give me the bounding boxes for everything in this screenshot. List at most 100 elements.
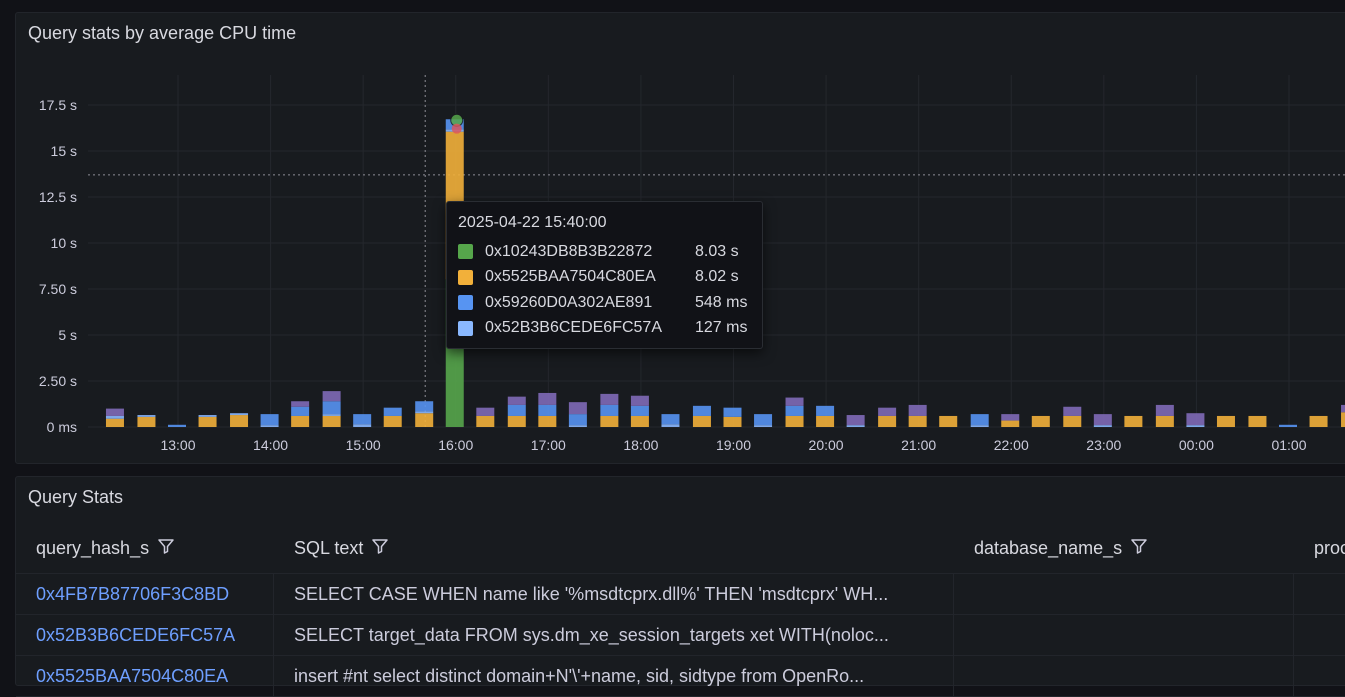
bar-segment <box>785 415 804 427</box>
tooltip-row: 0x10243DB8B3B22872 8.03 s <box>458 239 751 265</box>
bar-segment <box>322 401 341 415</box>
series-name: 0x59260D0A302AE891 <box>485 293 653 311</box>
table-row[interactable]: 0x4FB7B87706F3C8BD SELECT CASE WHEN name… <box>16 574 1345 615</box>
bar-segment <box>230 413 249 416</box>
y-tick-label: 0 ms <box>47 419 77 435</box>
bar-segment <box>846 415 865 426</box>
query-hash-link[interactable]: 0x5525BAA7504C80EA <box>16 656 274 696</box>
bar-segment <box>415 401 434 412</box>
bar-segment <box>600 415 619 427</box>
bar-segment <box>415 411 434 414</box>
series-name: 0x10243DB8B3B22872 <box>485 242 653 260</box>
tooltip-row: 0x5525BAA7504C80EA 8.02 s <box>458 265 751 291</box>
bar-segment <box>878 415 897 427</box>
chart-tooltip: 2025-04-22 15:40:00 0x10243DB8B3B22872 8… <box>446 201 763 349</box>
bar-segment <box>476 415 495 427</box>
bar-segment <box>1186 413 1205 426</box>
bar-segment <box>630 415 649 427</box>
panel-title: Query Stats <box>28 487 124 507</box>
column-header-label: query_hash_s <box>36 537 150 558</box>
bar-segment <box>754 425 773 427</box>
bar-segment <box>723 407 742 417</box>
bar-segment <box>1063 406 1082 416</box>
bar-segment <box>383 407 402 416</box>
filter-icon[interactable] <box>157 537 175 560</box>
x-tick-label: 14:00 <box>253 437 288 453</box>
y-tick-label: 10 s <box>51 235 77 251</box>
bar-segment <box>137 416 156 427</box>
filter-icon[interactable] <box>1130 537 1148 560</box>
y-tick-label: 15 s <box>51 143 77 159</box>
bar-segment <box>568 425 587 427</box>
bar-segment <box>137 415 156 417</box>
sql-text-cell: SELECT CASE WHEN name like '%msdtcprx.dl… <box>274 574 954 614</box>
series-color-swatch <box>458 269 473 285</box>
bar-segment <box>105 408 124 416</box>
bar-segment <box>1093 414 1112 426</box>
x-tick-label: 18:00 <box>623 437 658 453</box>
query-hash-link[interactable]: 0x52B3B6CEDE6FC57A <box>16 615 274 655</box>
x-tick-label: 21:00 <box>901 437 936 453</box>
bar-segment <box>1001 414 1020 421</box>
sql-text-cell: insert #nt select distinct domain+N'\'+n… <box>274 656 954 696</box>
query-hash-link[interactable]: 0x4FB7B87706F3C8BD <box>16 574 274 614</box>
bar-segment <box>1186 425 1205 427</box>
table-header: query_hash_s SQL text database_name_s pr… <box>16 523 1345 574</box>
bar-segment <box>168 424 186 427</box>
sql-text: SELECT target_data FROM sys.dm_xe_sessio… <box>294 624 889 645</box>
bar-segment <box>1093 425 1112 427</box>
x-tick-label: 23:00 <box>1086 437 1121 453</box>
bar-segment <box>568 414 587 426</box>
bar-segment <box>291 406 310 416</box>
table-panel: Query Stats query_hash_s SQL text databa… <box>15 476 1345 697</box>
sql-text: SELECT CASE WHEN name like '%msdtcprx.dl… <box>294 583 889 604</box>
bar-segment <box>322 415 341 427</box>
bar-segment <box>600 404 619 416</box>
column-header-proc[interactable]: proc <box>1294 523 1345 573</box>
bar-segment <box>1341 404 1345 413</box>
column-header-database-name[interactable]: database_name_s <box>954 523 1294 573</box>
y-tick-label: 12.5 s <box>39 189 77 205</box>
bar-segment <box>1279 424 1297 427</box>
x-tick-label: 15:00 <box>346 437 381 453</box>
column-header-query-hash[interactable]: query_hash_s <box>16 523 274 573</box>
series-name: 0x5525BAA7504C80EA <box>485 268 656 286</box>
y-tick-label: 5 s <box>58 327 77 343</box>
bar-segment <box>1216 415 1235 427</box>
bar-segment <box>353 414 372 425</box>
bar-segment <box>1001 420 1020 427</box>
bar-segment <box>754 414 773 426</box>
bar-segment <box>939 415 958 427</box>
x-tick-label: 22:00 <box>994 437 1029 453</box>
proc-cell <box>1294 574 1345 614</box>
bar-chart[interactable]: 0 ms 2.50 s 5 s 7.50 s 10 s 12.5 s 15 s 17.5 s 1… <box>16 13 1345 465</box>
bar-segment <box>230 415 249 427</box>
bar-segment <box>1031 415 1050 427</box>
bar-segment <box>507 415 526 427</box>
table-row[interactable]: 0x5525BAA7504C80EA insert #nt select dis… <box>16 656 1345 697</box>
bar-segment <box>291 401 310 407</box>
column-header-sql-text[interactable]: SQL text <box>274 523 954 573</box>
series-name: 0x52B3B6CEDE6FC57A <box>485 319 662 337</box>
bar-segment <box>568 402 587 415</box>
series-color-swatch <box>458 295 473 311</box>
column-header-label: database_name_s <box>974 537 1123 558</box>
bar-segment <box>1124 415 1143 427</box>
bar-segment <box>322 391 341 402</box>
proc-cell <box>1294 656 1345 696</box>
x-tick-label: 20:00 <box>809 437 844 453</box>
bar-segment <box>1155 415 1174 427</box>
filter-icon[interactable] <box>371 537 389 560</box>
bar-segment <box>507 396 526 405</box>
bar-segment <box>260 425 279 427</box>
bar-segment <box>816 405 835 416</box>
bar-segment <box>1063 415 1082 427</box>
bar-segment <box>630 395 649 406</box>
bar-segment <box>105 415 124 419</box>
bar-segment <box>878 407 897 416</box>
x-tick-label: 17:00 <box>531 437 566 453</box>
table-row[interactable]: 0x52B3B6CEDE6FC57A SELECT target_data FR… <box>16 615 1345 656</box>
bar-segment <box>105 418 124 427</box>
y-tick-label: 7.50 s <box>39 281 77 297</box>
bar-segment <box>661 414 680 425</box>
